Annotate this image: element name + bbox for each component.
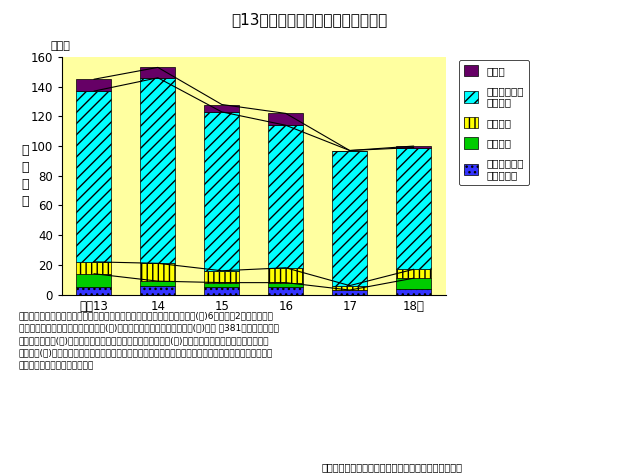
Bar <box>141 281 175 285</box>
Bar <box>396 146 431 148</box>
Bar <box>76 79 111 91</box>
Bar <box>204 283 240 287</box>
Text: （件）: （件） <box>51 41 71 51</box>
Bar <box>141 285 175 294</box>
Bar <box>268 125 303 268</box>
Bar <box>268 114 303 125</box>
Bar <box>204 112 240 271</box>
Bar <box>396 278 431 288</box>
Bar <box>268 287 303 294</box>
Bar <box>76 262 111 274</box>
Bar <box>76 274 111 287</box>
Bar <box>396 288 431 294</box>
Bar <box>332 290 367 294</box>
Bar <box>76 91 111 262</box>
Text: 川崎市内に本社を有する企業の倒産状況を表したものである。倒産とは、(ア)6ヶ月間に2回の不渡りを
出し、銀行取引停止処分を受けた。(イ)会社更生法の適用を申請し: 川崎市内に本社を有する企業の倒産状況を表したものである。倒産とは、(ア)6ヶ月間… <box>19 311 279 370</box>
Bar <box>204 271 240 283</box>
Bar <box>76 287 111 294</box>
Bar <box>204 104 240 112</box>
Text: 資料：経済局産業振興部金融課、㈱東京商工リサーチ: 資料：経済局産業振興部金融課、㈱東京商工リサーチ <box>322 463 463 473</box>
Bar <box>396 269 431 278</box>
Bar <box>396 148 431 269</box>
Bar <box>141 67 175 78</box>
Bar <box>332 285 367 290</box>
Bar <box>141 78 175 263</box>
Bar <box>268 283 303 287</box>
Bar <box>141 263 175 281</box>
Text: 図13　市内の原因別倒産件数の推移: 図13 市内の原因別倒産件数の推移 <box>232 12 387 27</box>
Text: 倒
産
件
数: 倒 産 件 数 <box>21 144 28 208</box>
Bar <box>332 151 367 285</box>
Bar <box>204 287 240 294</box>
Legend: その他, 不況型倒産・
販売不振, 連鎖倒産, 過小資本, 放漫経営・設
備投資過大: その他, 不況型倒産・ 販売不振, 連鎖倒産, 過小資本, 放漫経営・設 備投資… <box>459 60 529 185</box>
Bar <box>268 268 303 283</box>
